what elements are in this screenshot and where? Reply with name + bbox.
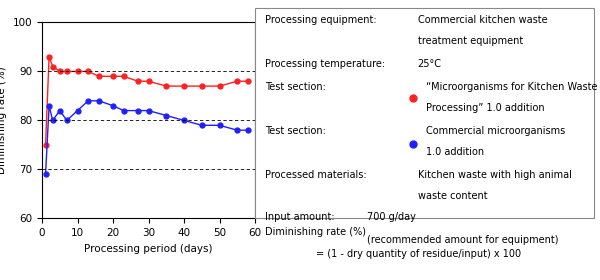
Text: Test section:: Test section:: [265, 82, 326, 92]
FancyBboxPatch shape: [255, 8, 594, 218]
Text: Input amount:: Input amount:: [265, 212, 335, 222]
X-axis label: Processing period (days): Processing period (days): [84, 244, 213, 254]
Text: Diminishing rate (%): Diminishing rate (%): [265, 227, 366, 237]
Text: waste content: waste content: [418, 191, 487, 201]
Text: Test section:: Test section:: [265, 126, 326, 136]
Text: Processing equipment:: Processing equipment:: [265, 15, 377, 25]
Text: 1.0 addition: 1.0 addition: [426, 147, 484, 157]
Text: 25°C: 25°C: [418, 59, 442, 69]
Text: Processed materials:: Processed materials:: [265, 170, 367, 180]
Text: Commercial kitchen waste: Commercial kitchen waste: [418, 15, 547, 25]
Text: = (1 - dry quantity of residue/input) x 100: = (1 - dry quantity of residue/input) x …: [316, 249, 521, 259]
Text: Processing” 1.0 addition: Processing” 1.0 addition: [426, 103, 545, 113]
Text: Processing temperature:: Processing temperature:: [265, 59, 385, 69]
Text: treatment equipment: treatment equipment: [418, 36, 523, 46]
Text: 700 g/day: 700 g/day: [367, 212, 416, 222]
Y-axis label: Diminishing rate (%): Diminishing rate (%): [0, 67, 7, 174]
Text: (recommended amount for equipment): (recommended amount for equipment): [367, 235, 559, 245]
Text: Commercial microorganisms: Commercial microorganisms: [426, 126, 565, 136]
Text: Kitchen waste with high animal: Kitchen waste with high animal: [418, 170, 572, 180]
Text: “Microorganisms for Kitchen Waste: “Microorganisms for Kitchen Waste: [426, 82, 598, 92]
